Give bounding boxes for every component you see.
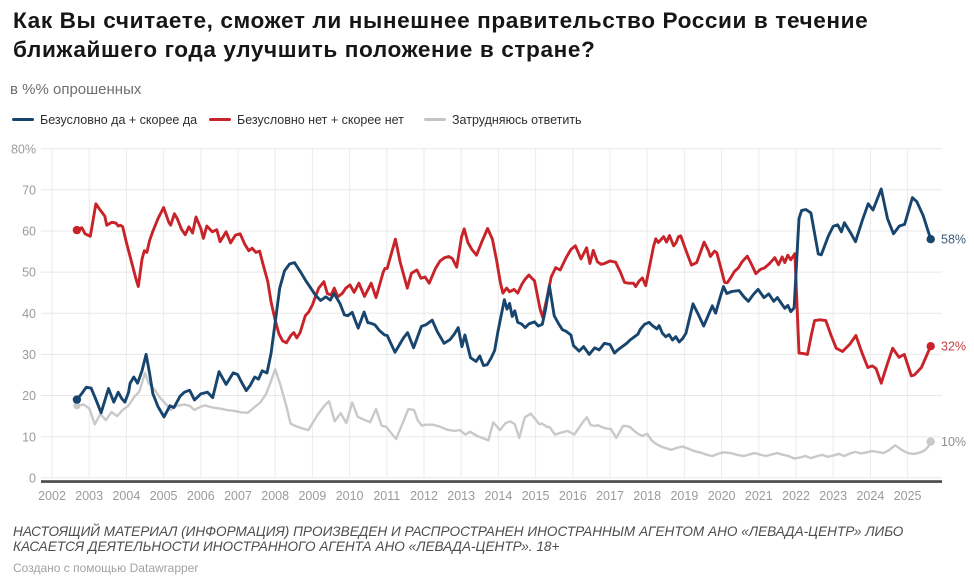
svg-text:2002: 2002 (38, 489, 66, 503)
svg-text:2004: 2004 (112, 489, 140, 503)
svg-text:2007: 2007 (224, 489, 252, 503)
svg-text:0: 0 (29, 471, 36, 485)
svg-text:20: 20 (22, 389, 36, 403)
svg-text:2022: 2022 (782, 489, 810, 503)
svg-text:2013: 2013 (447, 489, 475, 503)
svg-text:2005: 2005 (150, 489, 178, 503)
svg-text:50: 50 (22, 266, 36, 280)
svg-text:60: 60 (22, 225, 36, 239)
svg-text:2010: 2010 (336, 489, 364, 503)
svg-text:30: 30 (22, 348, 36, 362)
svg-text:2011: 2011 (373, 489, 400, 503)
svg-text:10: 10 (22, 430, 36, 444)
svg-text:2017: 2017 (596, 489, 624, 503)
svg-text:2020: 2020 (708, 489, 736, 503)
svg-text:2019: 2019 (670, 489, 698, 503)
svg-text:2018: 2018 (633, 489, 661, 503)
svg-text:2025: 2025 (894, 489, 922, 503)
svg-text:32%: 32% (941, 340, 966, 354)
svg-text:10%: 10% (941, 435, 966, 449)
svg-text:2009: 2009 (298, 489, 326, 503)
svg-text:2012: 2012 (410, 489, 438, 503)
svg-text:2015: 2015 (522, 489, 550, 503)
svg-text:2006: 2006 (187, 489, 215, 503)
svg-text:2008: 2008 (261, 489, 289, 503)
svg-text:2023: 2023 (819, 489, 847, 503)
svg-text:2003: 2003 (75, 489, 103, 503)
svg-text:40: 40 (22, 307, 36, 321)
svg-text:70: 70 (22, 183, 36, 197)
svg-text:80%: 80% (11, 142, 36, 156)
svg-text:2016: 2016 (559, 489, 587, 503)
svg-text:2024: 2024 (856, 489, 884, 503)
svg-text:58%: 58% (941, 233, 966, 247)
svg-text:2014: 2014 (484, 489, 512, 503)
svg-text:2021: 2021 (745, 489, 773, 503)
